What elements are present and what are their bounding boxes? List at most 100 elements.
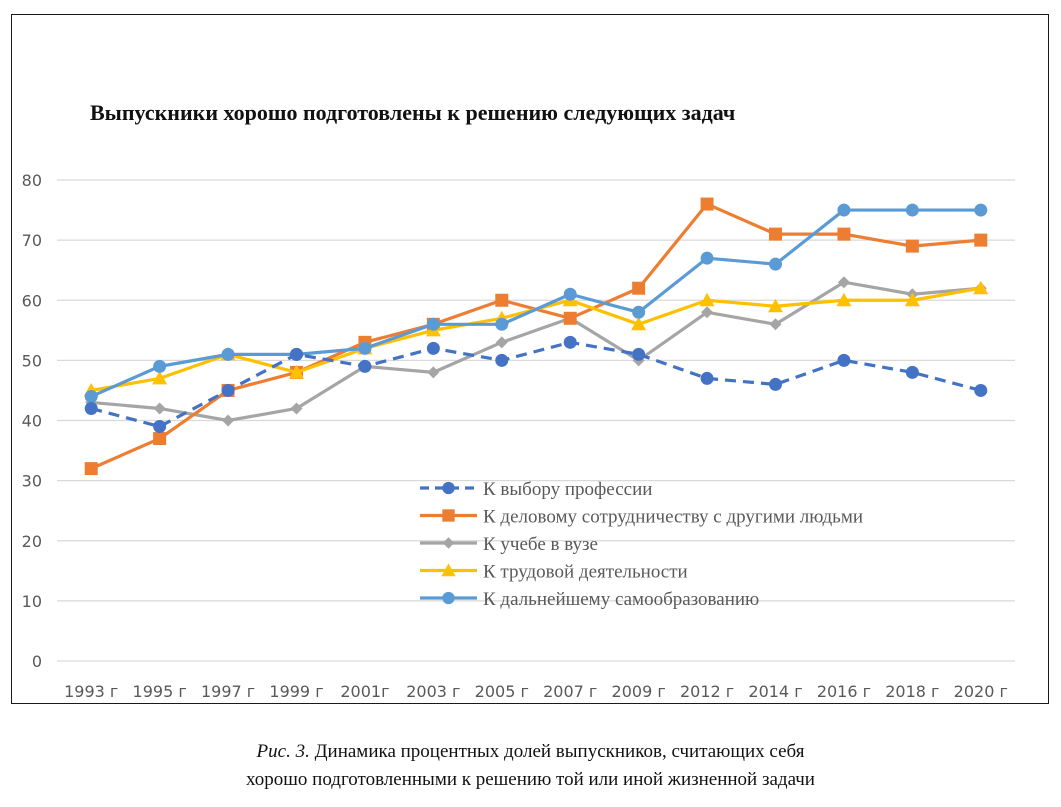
data-point — [769, 257, 782, 271]
data-point — [769, 227, 782, 241]
data-point — [495, 293, 509, 307]
data-point — [153, 420, 167, 434]
x-axis-ticks: 1993 г 1995 г 1997 г 1999 г 2001г 2003 г 2005 … — [64, 682, 1008, 701]
x-tick-label: 2009 г — [612, 682, 666, 701]
data-point — [358, 341, 372, 355]
data-point — [427, 366, 440, 379]
chart-frame — [11, 14, 1049, 704]
y-tick-label: 10 — [22, 592, 42, 611]
y-tick-label: 30 — [22, 472, 42, 491]
data-point — [153, 402, 166, 415]
series-2 — [84, 197, 988, 476]
legend-marker — [442, 537, 455, 549]
series-line — [90, 340, 982, 429]
data-point — [904, 292, 920, 307]
data-point — [495, 353, 509, 367]
data-point — [221, 347, 235, 361]
data-point — [905, 365, 919, 379]
data-point — [632, 347, 646, 361]
data-point — [84, 401, 98, 415]
legend-item-5: К дальнейшему самообразованию — [420, 589, 759, 610]
data-point — [84, 462, 98, 476]
data-point — [974, 203, 988, 217]
data-point — [700, 197, 714, 211]
data-point — [495, 336, 508, 349]
data-point — [769, 377, 782, 391]
series-line — [91, 280, 981, 423]
data-point — [289, 364, 304, 379]
y-tick-label: 70 — [22, 231, 42, 250]
data-point — [426, 317, 440, 331]
y-axis-ticks: 0 10 20 30 40 50 60 70 80 — [22, 171, 42, 671]
x-tick-label: 2012 г — [680, 682, 734, 701]
x-tick-label: 1993 г — [64, 682, 118, 701]
data-point — [290, 402, 303, 415]
legend: К выбору профессии К деловому сотрудничес… — [420, 479, 863, 610]
caption-text: Динамика процентных долей выпускников, с… — [309, 741, 805, 762]
y-tick-label: 40 — [22, 412, 42, 431]
data-point — [837, 227, 851, 241]
x-tick-label: 2014 г — [748, 682, 802, 701]
data-point — [563, 287, 577, 301]
series-5 — [84, 203, 988, 403]
legend-item-3: К учебе в вузе — [420, 534, 598, 555]
x-tick-label: 2018 г — [885, 682, 939, 701]
x-tick-label: 2007 г — [543, 682, 597, 701]
data-point — [905, 239, 919, 253]
data-point — [563, 335, 577, 349]
data-point — [837, 353, 851, 367]
legend-label: К трудовой деятельности — [483, 562, 688, 583]
data-point — [768, 298, 783, 313]
series-line — [90, 208, 981, 398]
y-tick-label: 50 — [22, 351, 42, 370]
x-tick-label: 1995 г — [133, 682, 187, 701]
data-point — [837, 203, 851, 217]
legend-label: К учебе в вузе — [483, 534, 598, 555]
series-1 — [84, 335, 988, 434]
legend-label: К выбору профессии — [483, 479, 652, 500]
caption-line2: хорошо подготовленными к решению той или… — [246, 769, 815, 790]
legend-marker — [442, 481, 455, 495]
x-tick-label: 2003 г — [406, 682, 460, 701]
data-point — [769, 318, 782, 331]
data-point — [905, 203, 919, 217]
data-point — [153, 432, 167, 446]
y-tick-label: 60 — [22, 291, 42, 310]
data-point — [563, 311, 577, 325]
data-point — [632, 281, 646, 295]
x-tick-label: 1997 г — [201, 682, 255, 701]
caption-lead: Рис. 3. — [256, 741, 310, 762]
data-point — [358, 359, 372, 373]
data-point — [837, 276, 850, 289]
y-tick-label: 20 — [22, 532, 42, 551]
data-point — [974, 233, 988, 247]
x-tick-label: 2001г — [340, 682, 389, 701]
legend-item-1: К выбору профессии — [420, 479, 652, 500]
data-point — [701, 306, 714, 319]
data-point — [222, 414, 235, 427]
x-tick-label: 1999 г — [269, 682, 323, 701]
data-point — [153, 359, 167, 373]
legend-marker — [442, 509, 455, 522]
legend-label: К деловому сотрудничеству с другими людь… — [483, 507, 863, 528]
legend-label: К дальнейшему самообразованию — [483, 589, 759, 610]
x-tick-label: 2016 г — [817, 682, 871, 701]
data-point — [152, 370, 168, 385]
data-point — [700, 251, 714, 265]
data-point — [973, 280, 989, 295]
series-line — [90, 202, 981, 471]
data-point — [426, 341, 440, 355]
data-point — [221, 383, 235, 397]
x-tick-label: 2005 г — [475, 682, 529, 701]
figure-caption: Рис. 3. Динамика процентных долей выпуск… — [0, 738, 1061, 794]
data-point — [700, 371, 714, 385]
legend-item-4: К трудовой деятельности — [420, 562, 688, 583]
data-point — [836, 292, 852, 307]
y-tick-label: 80 — [22, 171, 42, 190]
chart-title: Выпускники хорошо подготовлены к решению… — [90, 100, 736, 125]
data-point — [495, 317, 509, 331]
data-point — [974, 383, 988, 397]
data-point — [631, 316, 647, 331]
series-4 — [83, 280, 989, 397]
